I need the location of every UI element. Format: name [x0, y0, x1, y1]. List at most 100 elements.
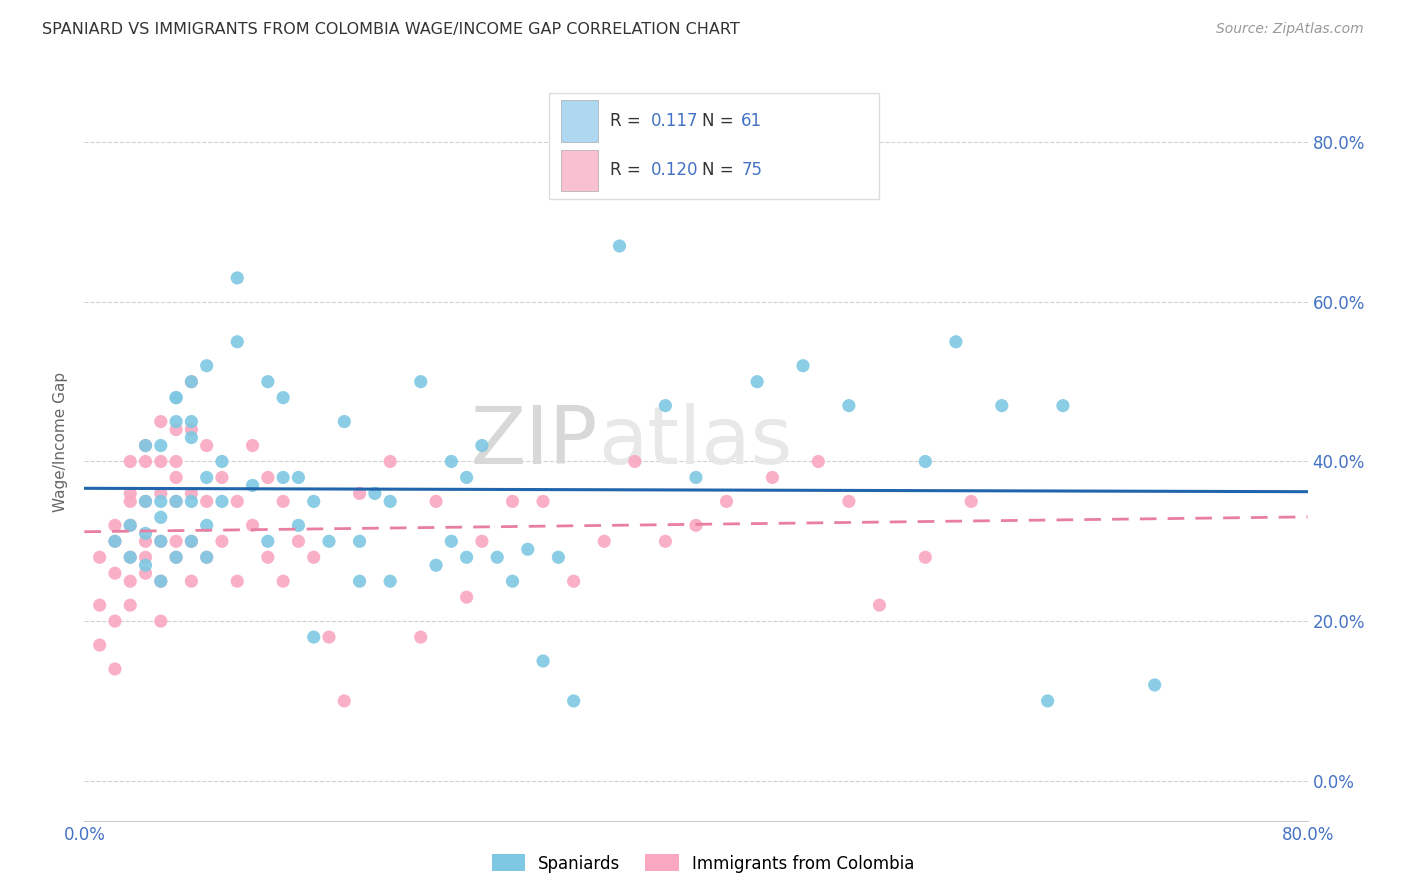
Point [364, 486, 387, 500]
Point [135, 558, 157, 573]
Point [271, 470, 294, 484]
Point [807, 454, 830, 468]
Point [135, 494, 157, 508]
Point [149, 534, 172, 549]
Point [257, 470, 280, 484]
Point [349, 574, 371, 589]
Point [149, 438, 172, 452]
Point [1143, 678, 1166, 692]
Point [149, 415, 172, 429]
Text: 0.117: 0.117 [651, 112, 699, 130]
Point [120, 550, 142, 565]
Point [271, 494, 294, 508]
Point [89, 550, 111, 565]
Point [562, 574, 585, 589]
Point [761, 470, 783, 484]
Point [654, 399, 676, 413]
Point [471, 438, 494, 452]
Point [104, 534, 127, 549]
Point [180, 415, 202, 429]
Point [104, 566, 127, 581]
Point [135, 526, 157, 541]
Point [135, 454, 157, 468]
Point [211, 534, 233, 549]
Point [1036, 694, 1059, 708]
Point [440, 534, 463, 549]
Point [747, 375, 769, 389]
Text: 61: 61 [741, 112, 762, 130]
Point [165, 423, 187, 437]
Point [838, 494, 860, 508]
Point [531, 654, 554, 668]
Point [425, 494, 447, 508]
Point [380, 454, 402, 468]
Text: Source: ZipAtlas.com: Source: ZipAtlas.com [1216, 22, 1364, 37]
Point [716, 494, 738, 508]
Point [104, 662, 127, 676]
Point [456, 590, 478, 604]
Point [991, 399, 1014, 413]
Point [869, 598, 891, 612]
Point [349, 486, 371, 500]
Point [838, 399, 860, 413]
Point [960, 494, 983, 508]
Point [211, 494, 233, 508]
Point [271, 574, 294, 589]
Point [486, 550, 509, 565]
Point [531, 494, 554, 508]
Point [180, 375, 202, 389]
Point [180, 431, 202, 445]
Point [302, 630, 325, 644]
FancyBboxPatch shape [561, 150, 598, 191]
Point [318, 630, 340, 644]
Point [287, 470, 309, 484]
Text: N =: N = [702, 112, 740, 130]
Point [195, 470, 218, 484]
Point [685, 518, 707, 533]
Point [149, 574, 172, 589]
Point [135, 438, 157, 452]
Point [104, 614, 127, 628]
Point [471, 534, 494, 549]
Text: R =: R = [610, 112, 647, 130]
Point [180, 534, 202, 549]
Point [318, 534, 340, 549]
Point [135, 494, 157, 508]
Point [333, 415, 356, 429]
FancyBboxPatch shape [561, 100, 598, 142]
Point [120, 574, 142, 589]
Point [165, 550, 187, 565]
Point [135, 566, 157, 581]
Text: SPANIARD VS IMMIGRANTS FROM COLOMBIA WAGE/INCOME GAP CORRELATION CHART: SPANIARD VS IMMIGRANTS FROM COLOMBIA WAG… [42, 22, 740, 37]
Point [226, 334, 249, 349]
Point [409, 630, 432, 644]
Point [165, 391, 187, 405]
Point [242, 478, 264, 492]
Point [425, 558, 447, 573]
Point [180, 494, 202, 508]
Point [120, 486, 142, 500]
Point [89, 598, 111, 612]
Point [165, 415, 187, 429]
Point [226, 574, 249, 589]
Point [242, 518, 264, 533]
Text: ZIP: ZIP [471, 402, 598, 481]
Point [456, 470, 478, 484]
Point [120, 518, 142, 533]
Point [914, 550, 936, 565]
Point [149, 614, 172, 628]
Point [685, 470, 707, 484]
Point [211, 470, 233, 484]
Point [242, 438, 264, 452]
Point [593, 534, 616, 549]
Point [945, 334, 967, 349]
Point [120, 494, 142, 508]
Point [165, 470, 187, 484]
Y-axis label: Wage/Income Gap: Wage/Income Gap [53, 371, 69, 512]
Legend: Spaniards, Immigrants from Colombia: Spaniards, Immigrants from Colombia [485, 847, 921, 880]
Point [456, 550, 478, 565]
Point [195, 494, 218, 508]
Point [135, 534, 157, 549]
Text: atlas: atlas [598, 402, 793, 481]
Point [165, 454, 187, 468]
